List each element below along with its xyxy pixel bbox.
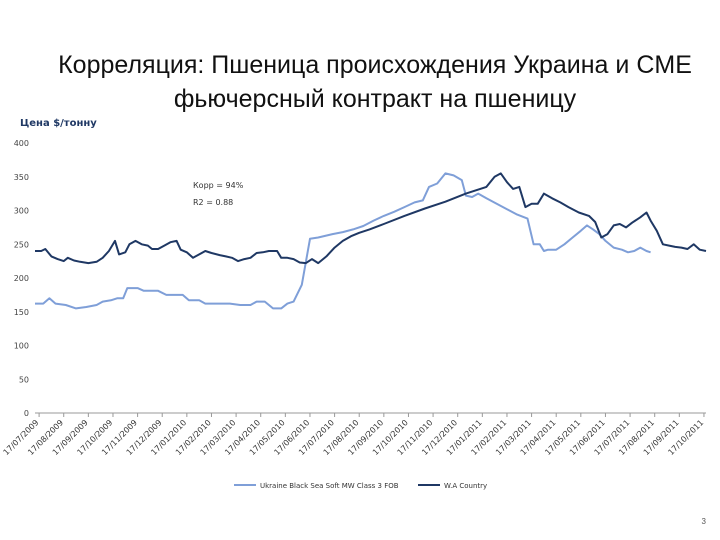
- y-tick-label: 350: [14, 173, 29, 182]
- y-tick-label: 200: [14, 274, 29, 283]
- legend-label: W.A Country: [444, 482, 487, 490]
- annotation-r2: R2 = 0.88: [193, 198, 233, 207]
- y-tick-label: 50: [19, 375, 29, 384]
- annotation-correlation: Корр = 94%: [193, 181, 244, 190]
- series-line-1: [35, 172, 707, 265]
- series-line-0: [35, 172, 651, 310]
- chart-lines: [35, 172, 707, 310]
- slide-title: Корреляция: Пшеница происхождения Украин…: [58, 51, 692, 113]
- y-tick-label: 400: [14, 139, 29, 148]
- y-tick-label: 250: [14, 240, 29, 249]
- legend-label: Ukraine Black Sea Soft MW Class 3 FOB: [260, 482, 399, 490]
- page-number: 3: [701, 517, 706, 526]
- y-tick-label: 0: [24, 409, 29, 418]
- y-tick-label: 150: [14, 308, 29, 317]
- y-axis-label: Цена $/тонну: [20, 118, 97, 129]
- y-tick-label: 300: [14, 207, 29, 216]
- y-tick-label: 100: [14, 342, 29, 351]
- chart-axes: 05010015020025030035040017/07/200917/08/…: [2, 139, 706, 457]
- chart-legend: Ukraine Black Sea Soft MW Class 3 FOB W.A…: [234, 482, 487, 490]
